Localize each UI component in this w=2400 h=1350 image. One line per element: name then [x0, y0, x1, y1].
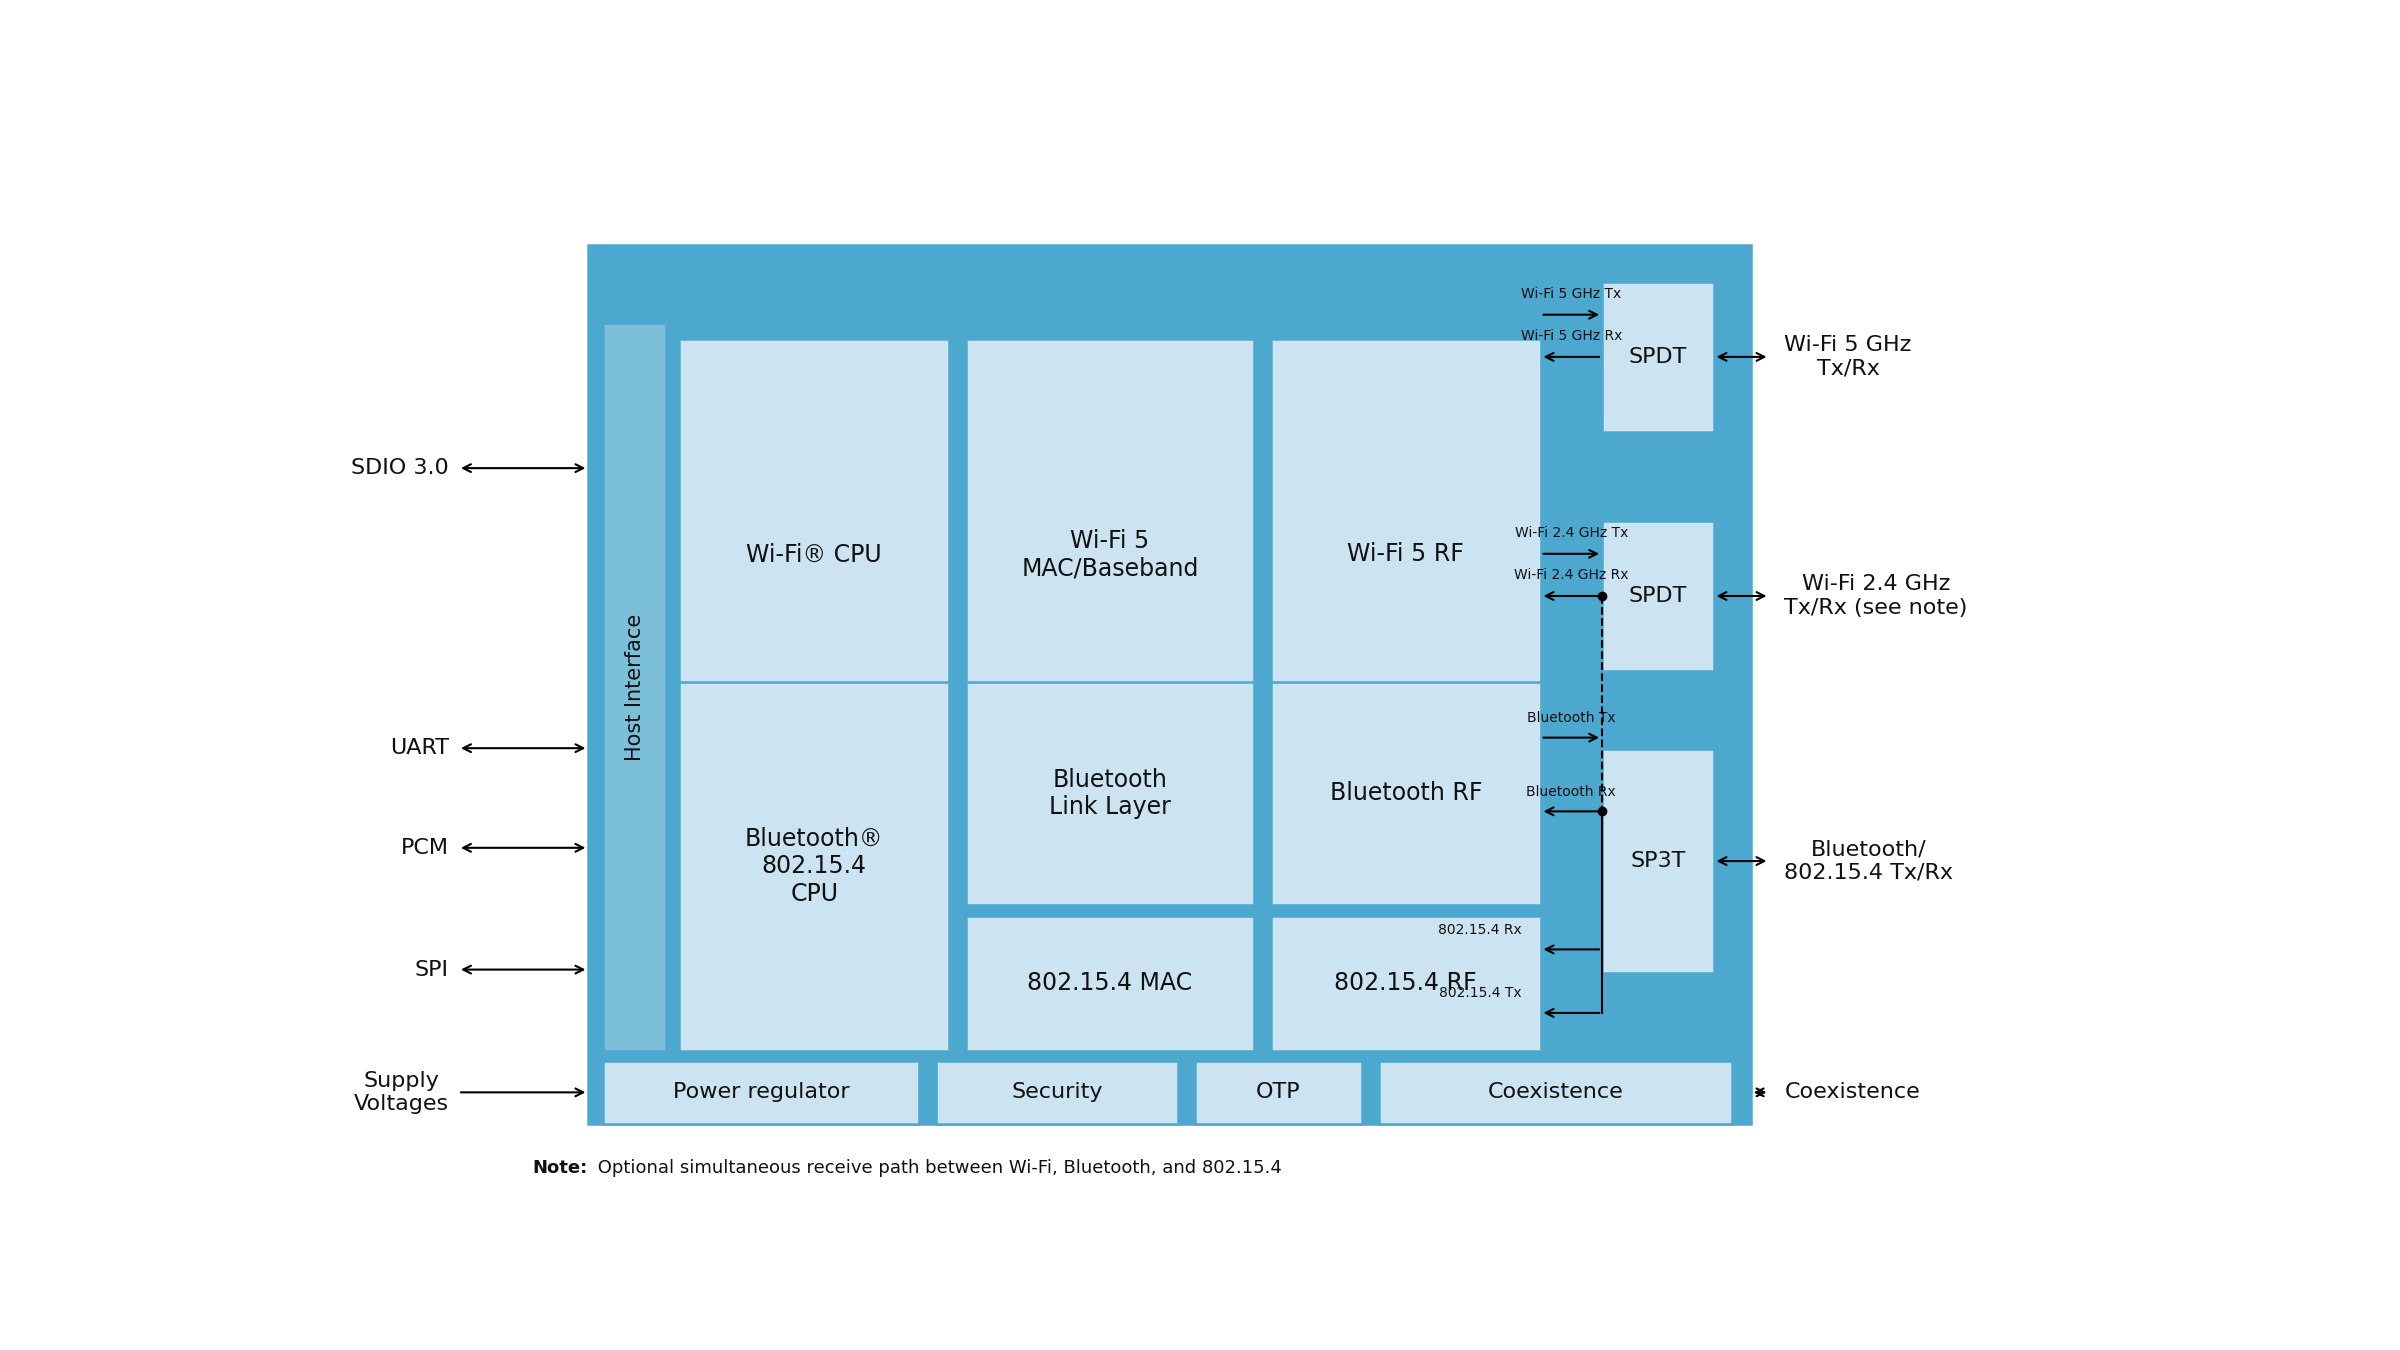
Bar — [1378, 1061, 1733, 1123]
Text: Bluetooth RF: Bluetooth RF — [1330, 782, 1483, 806]
Bar — [679, 682, 948, 1050]
Text: Wi-Fi® CPU: Wi-Fi® CPU — [746, 543, 883, 567]
Text: Bluetooth/
802.15.4 Tx/Rx: Bluetooth/ 802.15.4 Tx/Rx — [1783, 840, 1954, 883]
Text: SPDT: SPDT — [1630, 586, 1687, 606]
Text: 802.15.4 MAC: 802.15.4 MAC — [1027, 971, 1193, 995]
Text: SPDT: SPDT — [1630, 347, 1687, 367]
Bar — [588, 246, 1752, 1123]
Text: Note:: Note: — [533, 1160, 588, 1177]
Text: Wi-Fi 5 GHz
Tx/Rx: Wi-Fi 5 GHz Tx/Rx — [1783, 335, 1913, 378]
Bar — [1195, 1061, 1363, 1123]
Text: Wi-Fi 2.4 GHz Tx: Wi-Fi 2.4 GHz Tx — [1514, 526, 1627, 540]
Text: 802.15.4 Rx: 802.15.4 Rx — [1438, 923, 1522, 937]
Bar — [965, 915, 1255, 1050]
Bar — [1603, 749, 1714, 973]
Text: Wi-Fi 2.4 GHz
Tx/Rx (see note): Wi-Fi 2.4 GHz Tx/Rx (see note) — [1783, 574, 1968, 617]
Text: Bluetooth®
802.15.4
CPU: Bluetooth® 802.15.4 CPU — [744, 826, 883, 906]
Text: Bluetooth Tx: Bluetooth Tx — [1526, 711, 1615, 725]
Text: SP3T: SP3T — [1630, 850, 1685, 871]
Bar — [1603, 521, 1714, 671]
Text: Optional simultaneous receive path between Wi-Fi, Bluetooth, and 802.15.4: Optional simultaneous receive path betwe… — [593, 1160, 1282, 1177]
Text: Host Interface: Host Interface — [624, 613, 646, 760]
Text: Security: Security — [1010, 1083, 1102, 1103]
Text: Supply
Voltages: Supply Voltages — [353, 1071, 449, 1114]
Bar — [602, 323, 667, 1050]
Text: Wi-Fi 5 RF: Wi-Fi 5 RF — [1346, 543, 1464, 567]
Text: Wi-Fi 5
MAC/Baseband: Wi-Fi 5 MAC/Baseband — [1022, 528, 1198, 580]
Text: Wi-Fi 5 GHz Rx: Wi-Fi 5 GHz Rx — [1522, 329, 1622, 343]
Text: Bluetooth Rx: Bluetooth Rx — [1526, 784, 1615, 799]
Text: Wi-Fi 2.4 GHz Rx: Wi-Fi 2.4 GHz Rx — [1514, 568, 1630, 582]
Bar — [936, 1061, 1178, 1123]
Text: Coexistence: Coexistence — [1488, 1083, 1622, 1103]
Bar — [1272, 915, 1541, 1050]
Text: SDIO 3.0: SDIO 3.0 — [350, 458, 449, 478]
Text: Power regulator: Power regulator — [672, 1083, 850, 1103]
Bar — [602, 1061, 919, 1123]
Text: Wi-Fi 5 GHz Tx: Wi-Fi 5 GHz Tx — [1522, 288, 1622, 301]
Text: PCM: PCM — [401, 838, 449, 857]
Bar — [965, 339, 1255, 770]
Bar — [1603, 282, 1714, 432]
Text: UART: UART — [389, 738, 449, 759]
Text: Bluetooth
Link Layer: Bluetooth Link Layer — [1049, 768, 1171, 819]
Bar — [679, 339, 948, 770]
Text: SPI: SPI — [415, 960, 449, 980]
Text: 802.15.4 RF: 802.15.4 RF — [1334, 971, 1476, 995]
Bar — [1272, 682, 1541, 906]
Text: OTP: OTP — [1255, 1083, 1301, 1103]
Text: 802.15.4 Tx: 802.15.4 Tx — [1440, 987, 1522, 1000]
Text: Coexistence: Coexistence — [1783, 1083, 1920, 1103]
Bar — [1272, 339, 1541, 770]
Bar — [965, 682, 1255, 906]
